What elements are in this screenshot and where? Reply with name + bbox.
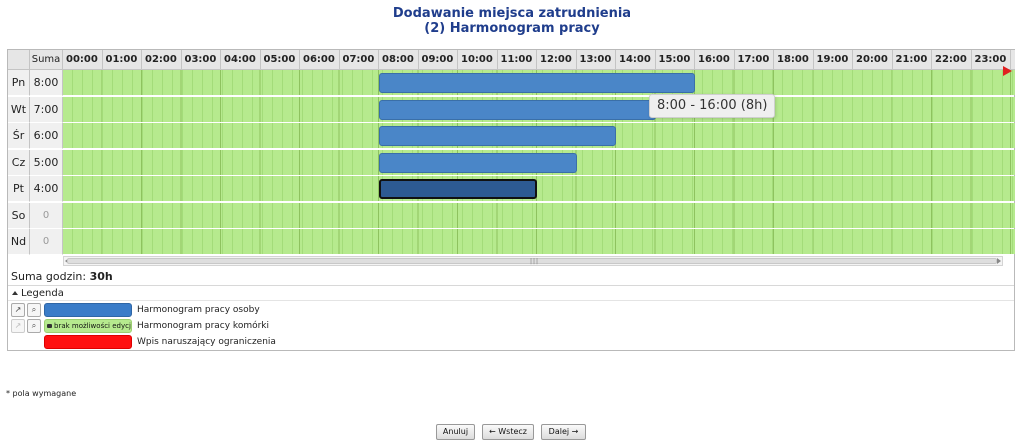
day-sum: 8:00	[30, 70, 63, 96]
hour-header: 03:00	[182, 50, 221, 69]
schedule-bar[interactable]	[379, 73, 695, 93]
legend-swatch-red	[44, 335, 132, 349]
external-link-icon[interactable]: ↗	[11, 303, 25, 317]
day-sum: 0	[30, 229, 63, 255]
legend-item-label: Harmonogram pracy komórki	[137, 321, 270, 331]
page-title-line1: Dodawanie miejsca zatrudnienia	[392, 6, 632, 21]
hour-header: 19:00	[814, 50, 853, 69]
total-hours: Suma godzin: 30h	[11, 270, 113, 284]
legend-swatch-green: brak możliwości edycji	[44, 319, 132, 333]
hour-header: 06:00	[300, 50, 340, 69]
day-label: Wt	[8, 96, 30, 123]
day-sum: 0	[30, 202, 63, 229]
schedule-bar[interactable]	[379, 152, 577, 173]
schedule-grid[interactable]	[63, 70, 1015, 255]
total-hours-value: 30h	[89, 270, 113, 283]
day-label: Śr	[8, 123, 30, 149]
bar-tooltip: 8:00 - 16:00 (8h)	[649, 94, 776, 118]
lock-icon	[47, 324, 52, 328]
hour-header: 13:00	[577, 50, 616, 69]
sum-column-header: Suma	[30, 50, 63, 70]
schedule-row[interactable]	[63, 149, 1015, 175]
hour-header: 15:00	[656, 50, 695, 69]
day-sum: 5:00	[30, 149, 63, 176]
hour-header: 20:00	[853, 50, 893, 69]
caret-up-icon	[12, 291, 18, 295]
cancel-button[interactable]: Anuluj	[436, 424, 475, 440]
horizontal-scrollbar[interactable]: |||	[63, 256, 1003, 266]
schedule-bar[interactable]	[379, 99, 656, 120]
page-title: Dodawanie miejsca zatrudnienia (2) Harmo…	[0, 6, 1024, 36]
divider	[8, 285, 1014, 286]
day-sum: 7:00	[30, 96, 63, 123]
legend-item-person: ↗ ⌕ Harmonogram pracy osoby	[8, 303, 708, 319]
hour-header: 10:00	[458, 50, 498, 69]
day-label: Nd	[8, 229, 30, 255]
legend-item-cell: ↗ ⌕ brak możliwości edycji Harmonogram p…	[8, 319, 708, 335]
schedule-panel: Suma 00:00 01:00 02:00 03:00 04:00 05:00 06:00…	[7, 49, 1015, 351]
grid-corner	[8, 50, 30, 70]
hour-header: 05:00	[261, 50, 300, 69]
schedule-row[interactable]	[63, 123, 1015, 148]
schedule-bar[interactable]	[379, 179, 537, 199]
schedule-row[interactable]	[63, 70, 1015, 95]
schedule-row[interactable]	[63, 96, 1015, 122]
hour-header: 09:00	[419, 50, 458, 69]
hour-header: 12:00	[537, 50, 577, 69]
no-edit-badge: brak możliwości edycji	[54, 322, 132, 330]
hour-header: 23:00	[972, 50, 1011, 69]
hour-header: 04:00	[221, 50, 261, 69]
scrollbar-thumb[interactable]: |||	[67, 258, 997, 265]
day-label: Pn	[8, 70, 30, 96]
required-fields-note: * pola wymagane	[6, 389, 77, 398]
scroll-right-arrow-icon[interactable]	[1003, 66, 1012, 76]
legend-swatch-blue	[44, 303, 132, 317]
search-icon[interactable]: ⌕	[27, 319, 41, 333]
search-icon[interactable]: ⌕	[27, 303, 41, 317]
day-sum: 4:00	[30, 176, 63, 202]
day-sum: 6:00	[30, 123, 63, 149]
hour-header: 16:00	[695, 50, 735, 69]
day-label: Pt	[8, 176, 30, 202]
schedule-row[interactable]	[63, 176, 1015, 201]
hour-header: 07:00	[340, 50, 379, 69]
hour-header: 01:00	[103, 50, 142, 69]
hour-header: 17:00	[735, 50, 774, 69]
legend-item-label: Wpis naruszający ograniczenia	[137, 337, 276, 347]
divider	[8, 300, 1014, 301]
day-label: So	[8, 202, 30, 229]
hour-header: 21:00	[893, 50, 932, 69]
hour-header: 18:00	[774, 50, 814, 69]
back-button[interactable]: ← Wstecz	[482, 424, 534, 440]
next-button[interactable]: Dalej →	[541, 424, 586, 440]
hour-header: 22:00	[932, 50, 972, 69]
legend-toggle[interactable]: Legenda	[12, 287, 64, 300]
grip-icon: |||	[530, 258, 540, 265]
total-hours-label: Suma godzin:	[11, 270, 87, 283]
hour-header: 00:00	[63, 50, 103, 69]
hour-header: 08:00	[379, 50, 419, 69]
page-title-line2: (2) Harmonogram pracy	[424, 21, 600, 36]
legend-header: Legenda	[21, 288, 64, 299]
external-link-icon: ↗	[11, 319, 25, 333]
schedule-row[interactable]	[63, 229, 1015, 254]
hours-header: 00:00 01:00 02:00 03:00 04:00 05:00 06:00 07:00…	[63, 50, 1015, 70]
hour-header: 11:00	[498, 50, 537, 69]
hour-header: 02:00	[142, 50, 182, 69]
day-label: Cz	[8, 149, 30, 176]
legend-item-label: Harmonogram pracy osoby	[137, 305, 260, 315]
schedule-row[interactable]	[63, 202, 1015, 228]
scroll-right-icon[interactable]	[997, 258, 1001, 264]
schedule-bar[interactable]	[379, 126, 616, 146]
legend-item-violation: Wpis naruszający ograniczenia	[8, 335, 708, 351]
hour-header: 14:00	[616, 50, 656, 69]
